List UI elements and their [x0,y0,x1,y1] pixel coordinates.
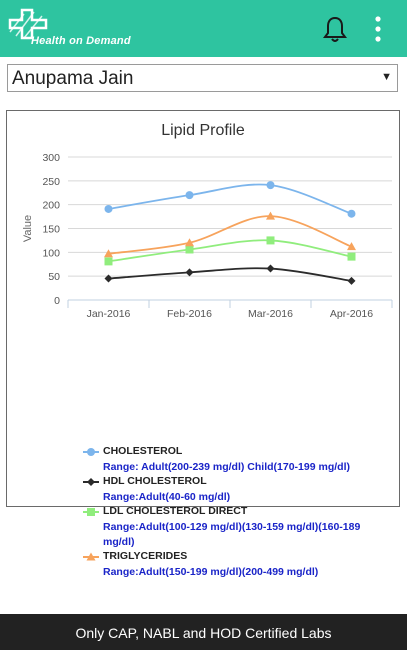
legend-series-name: LDL CHOLESTEROL DIRECT [103,505,248,517]
y-tick-label: 150 [42,224,60,236]
footer-banner: Only CAP, NABL and HOD Certified Labs [0,614,407,650]
data-point [347,242,356,251]
data-point [266,236,275,245]
footer-text: Only CAP, NABL and HOD Certified Labs [75,625,332,641]
legend-range-text: Range:Adult(100-129 mg/dl)(130-159 mg/dl… [103,521,361,548]
series-line-cholesterol [108,183,352,215]
patient-selector[interactable]: Anupama Jain ▼ [7,64,398,92]
legend-item[interactable]: HDL CHOLESTEROL [83,475,363,490]
x-tick-label: Apr-2016 [330,308,373,320]
chart-title: Lipid Profile [161,122,245,139]
y-axis-label: Value [22,215,34,242]
x-tick-label: Feb-2016 [167,308,212,320]
data-point [104,249,113,258]
data-point [185,245,194,254]
legend-range-text: Range:Adult(40-60 mg/dl) [103,491,231,503]
plus-logo-icon [8,8,48,40]
data-point [266,211,275,220]
data-point [347,276,356,285]
data-point [266,264,275,273]
legend-marker-icon [83,448,99,456]
legend-marker-icon [83,478,99,486]
legend-range-text: Range:Adult(150-199 mg/dl)(200-499 mg/dl… [103,566,319,578]
legend-range-text: Range: Adult(200-239 mg/dl) Child(170-19… [103,461,350,473]
series-line-triglycerides [108,215,352,255]
data-point [104,257,113,266]
data-point [104,274,113,283]
data-point [347,209,356,218]
series-line-hdl-cholesterol [108,267,352,282]
y-tick-label: 250 [42,176,60,188]
lipid-profile-chart: Lipid Profile Value 0 50 100 150 200 250 300 Jan-… [22,122,393,320]
bell-icon[interactable] [322,15,348,43]
y-tick-label: 300 [42,152,60,164]
data-point [185,268,194,277]
legend-series-name: TRIGLYCERIDES [103,550,188,562]
dropdown-arrow-icon: ▼ [381,71,392,83]
data-point [266,181,275,190]
y-tick-label: 100 [42,247,60,259]
data-point [185,238,194,247]
patient-name: Anupama Jain [12,68,134,89]
y-tick-label: 0 [54,295,60,307]
legend-series-name: HDL CHOLESTEROL [103,475,207,487]
data-point [104,204,113,213]
chart-card: Lipid Profile Value 0 50 100 150 200 250 300 Jan-… [6,110,400,578]
x-tick-label: Jan-2016 [87,308,131,320]
series-line-ldl-cholesterol-direct [108,239,352,263]
more-vert-icon[interactable] [368,14,388,44]
data-point [185,191,194,200]
legend-item[interactable]: TRIGLYCERIDES [83,550,363,565]
legend-item[interactable]: LDL CHOLESTEROL DIRECT [83,505,363,520]
y-tick-label: 200 [42,200,60,212]
y-tick-label: 50 [48,271,60,283]
app-bar: Health on Demand [0,0,407,57]
logo-text: Health on Demand [31,35,131,47]
chart-legend: CHOLESTEROL Range: Adult(200-239 mg/dl) C… [83,445,363,580]
legend-marker-icon [83,552,99,561]
x-tick-label: Mar-2016 [248,308,293,320]
data-point [347,252,356,261]
legend-item[interactable]: CHOLESTEROL [83,445,363,460]
legend-series-name: CHOLESTEROL [103,445,183,457]
legend-marker-icon [83,508,99,516]
